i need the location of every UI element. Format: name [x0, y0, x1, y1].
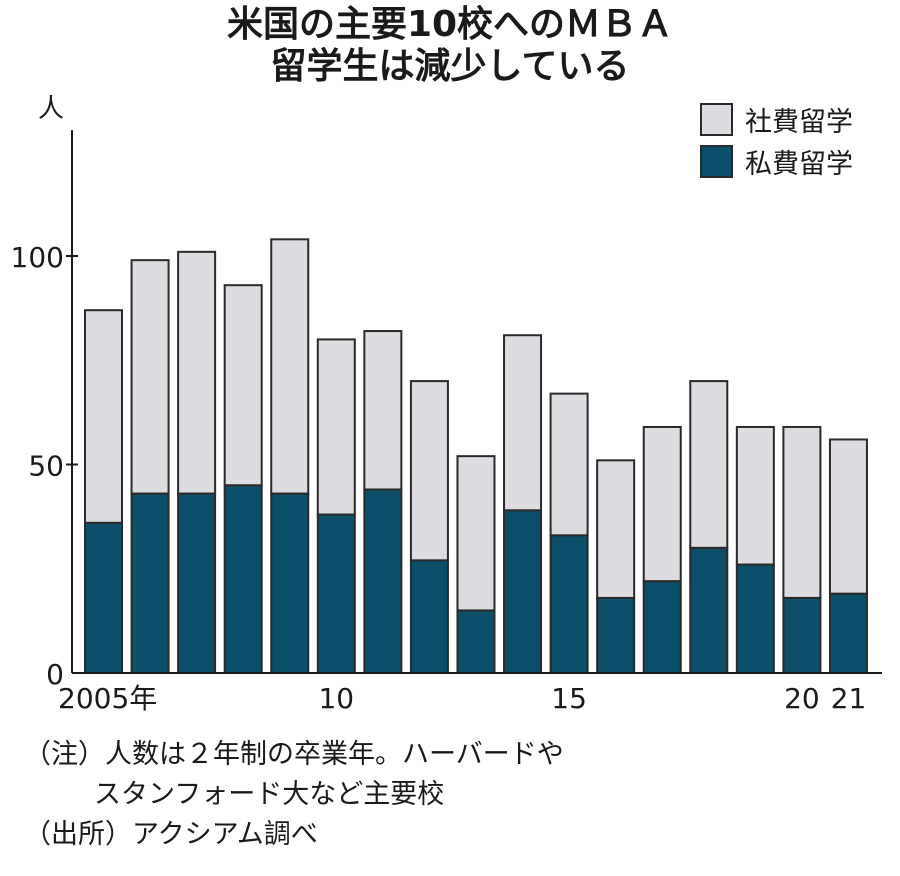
legend-swatch-self-funded	[700, 144, 733, 178]
chart-title: 米国の主要10校へのＭＢＡ 留学生は減少している	[0, 4, 900, 88]
note-line-1: （注）人数は２年制の卒業年。ハーバードや	[24, 739, 564, 770]
bar-company-sponsored-2011	[363, 330, 403, 491]
x-tick-label-2015: 15	[551, 682, 587, 715]
bar-company-sponsored-2019	[735, 425, 775, 566]
bar-company-sponsored-2008	[223, 284, 263, 487]
bar-self-funded-2018	[689, 546, 729, 675]
legend: 社費留学 私費留学	[700, 98, 853, 182]
bar-self-funded-2006	[130, 492, 170, 674]
bar-company-sponsored-2021	[828, 438, 868, 595]
bar-self-funded-2014	[503, 509, 543, 674]
bar-company-sponsored-2012	[409, 380, 449, 562]
bar-company-sponsored-2005	[84, 309, 123, 524]
bar-self-funded-2016	[596, 596, 636, 674]
bar-self-funded-2012	[409, 559, 449, 674]
bar-self-funded-2021	[828, 592, 868, 675]
bars-group	[84, 238, 868, 675]
bar-company-sponsored-2016	[596, 459, 636, 599]
bar-self-funded-2007	[177, 492, 217, 674]
x-tick-label-2005: 2005年	[58, 682, 157, 715]
bar-self-funded-2008	[223, 484, 263, 674]
bar-self-funded-2013	[456, 609, 496, 675]
bar-company-sponsored-2013	[456, 455, 496, 612]
bar-self-funded-2015	[549, 534, 589, 675]
bar-company-sponsored-2014	[503, 334, 543, 512]
y-axis-unit-label: 人	[38, 94, 65, 124]
axes-group: 0 50 100 2005年 10 15 20 21	[11, 130, 882, 715]
bar-self-funded-2011	[363, 488, 403, 674]
bar-self-funded-2019	[735, 563, 775, 675]
bar-self-funded-2017	[642, 580, 682, 675]
title-line-1: 米国の主要10校へのＭＢＡ	[226, 4, 674, 45]
bar-self-funded-2009	[270, 492, 310, 674]
bar-company-sponsored-2018	[689, 380, 729, 549]
bar-company-sponsored-2007	[177, 250, 217, 495]
bar-company-sponsored-2015	[549, 392, 589, 537]
bar-company-sponsored-2009	[270, 238, 310, 495]
bar-self-funded-2005	[84, 521, 123, 674]
y-tick-label-0: 0	[46, 658, 64, 691]
y-tick-label-100: 100	[11, 241, 64, 274]
x-tick-label-2010: 10	[318, 682, 354, 715]
bar-company-sponsored-2010	[316, 338, 356, 516]
bar-self-funded-2020	[782, 596, 822, 674]
legend-swatch-company-sponsored	[700, 102, 733, 136]
bar-company-sponsored-2020	[782, 425, 822, 599]
bar-self-funded-2010	[316, 513, 356, 674]
legend-label-self-funded: 私費留学	[745, 148, 853, 180]
title-line-2: 留学生は減少している	[270, 46, 630, 87]
source-note: （出所）アクシアム調べ	[24, 819, 318, 850]
legend-item-self-funded: 私費留学	[700, 140, 853, 182]
note-line-2: スタンフォード大など主要校	[94, 779, 445, 810]
x-tick-label-2021: 21	[831, 682, 867, 715]
bar-company-sponsored-2017	[642, 425, 682, 583]
bar-company-sponsored-2006	[130, 259, 170, 495]
y-tick-label-50: 50	[28, 450, 64, 483]
footnotes: （注）人数は２年制の卒業年。ハーバードや スタンフォード大など主要校 （出所）ア…	[24, 735, 564, 855]
x-tick-label-2020: 20	[784, 682, 820, 715]
legend-label-company-sponsored: 社費留学	[745, 106, 853, 138]
legend-item-company-sponsored: 社費留学	[700, 98, 853, 140]
